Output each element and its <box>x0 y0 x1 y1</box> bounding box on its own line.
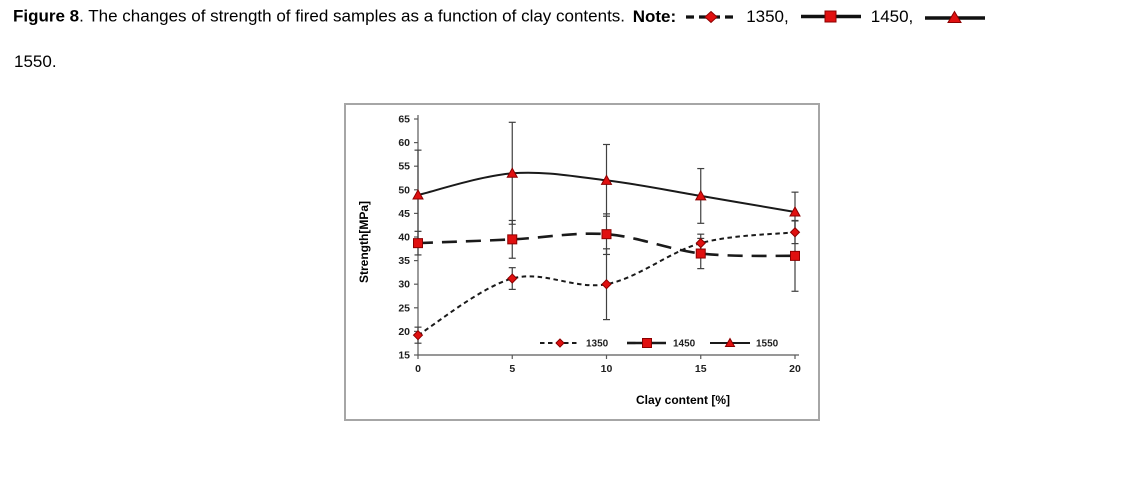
y-tick-label: 60 <box>398 137 410 149</box>
series-1350-curve <box>417 231 796 337</box>
strength-chart-svg: 15 20 25 30 35 40 45 50 55 60 65 0 5 10 15 20 Clay conte… <box>357 114 801 408</box>
series-1450-point <box>413 238 423 249</box>
note-marker-1350-icon <box>686 10 737 23</box>
series-1350-point <box>601 278 612 290</box>
y-tick-label: 20 <box>398 326 410 338</box>
y-tick-label: 15 <box>398 350 410 362</box>
y-tick-label: 45 <box>398 208 410 220</box>
legend-label: 1550 <box>756 339 779 350</box>
series-1550-point <box>600 174 613 185</box>
y-tick-label: 40 <box>398 232 410 244</box>
series-1450-point <box>507 234 518 245</box>
series-1350-point <box>695 237 706 249</box>
legend-label: 1350 <box>586 339 609 350</box>
series-1450-point <box>601 229 612 240</box>
y-tick-label: 30 <box>398 279 410 291</box>
figure-caption: Figure 8. The changes of strength of fir… <box>13 6 1139 71</box>
x-tick-label: 5 <box>509 363 515 375</box>
x-tick-label: 20 <box>789 363 801 375</box>
caption-line-2: 1550. <box>14 52 57 71</box>
x-axis-title: Clay content [%] <box>636 393 730 407</box>
note-marker-1450-icon <box>800 10 861 23</box>
y-tick-label: 35 <box>398 255 410 267</box>
series-1550-point <box>694 189 707 201</box>
x-tick-label: 15 <box>695 363 707 375</box>
series-1450-curve <box>417 232 796 258</box>
series-1350-point <box>507 273 518 284</box>
legend-marker-diamond-icon <box>555 338 565 348</box>
x-tick-label: 0 <box>415 363 421 375</box>
series-1450-point <box>695 248 706 259</box>
note-series-1350-label: 1350, <box>746 6 789 26</box>
series-1450-point <box>790 250 800 261</box>
series-1350-point <box>789 227 801 238</box>
series-1550-point <box>789 205 801 217</box>
caption-text: . The changes of strength of fired sampl… <box>79 6 630 26</box>
legend-marker-triangle-icon <box>724 337 736 347</box>
series-1550-point <box>412 188 424 200</box>
legend-item-1450: 1450 <box>627 338 696 350</box>
legend-item-1350: 1350 <box>540 338 609 350</box>
x-tick-label: 10 <box>601 363 613 375</box>
y-tick-label: 25 <box>398 302 410 314</box>
chart-container: 15 20 25 30 35 40 45 50 55 60 65 0 5 10 15 20 Clay conte… <box>344 103 820 421</box>
note-label: Note: <box>632 6 677 26</box>
note-series-1450-label: 1450, <box>870 6 914 26</box>
y-tick-label: 55 <box>398 161 410 173</box>
y-tick-label: 65 <box>398 114 410 126</box>
series-1350-point <box>412 329 424 341</box>
caption-line-1: Figure 8. The changes of strength of fir… <box>13 6 1139 27</box>
y-axis-title: Strength[MPa] <box>357 201 371 283</box>
legend-marker-square-icon <box>642 338 652 348</box>
figure-label: Figure 8 <box>13 6 80 26</box>
legend-item-1550: 1550 <box>710 337 779 350</box>
note-marker-1550-icon <box>925 10 986 23</box>
y-tick-label: 50 <box>398 184 410 196</box>
series-1550-point <box>506 167 519 178</box>
legend-label: 1450 <box>673 339 696 350</box>
